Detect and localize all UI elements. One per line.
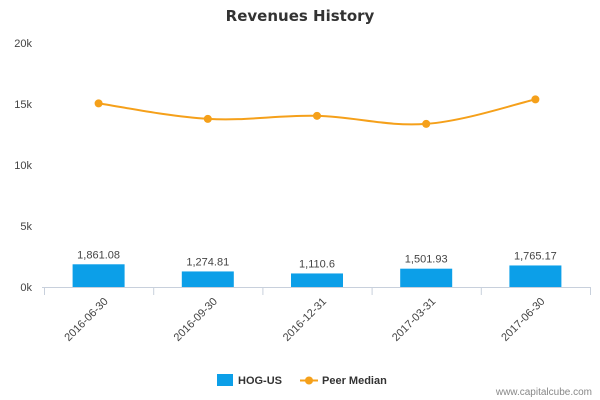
legend-label-hog-us: HOG-US	[238, 375, 282, 387]
y-axis-ticks: 0k 5k 10k 15k 20k	[14, 38, 32, 294]
y-tick-label: 5k	[20, 221, 32, 233]
x-tick-label: 2016-12-31	[281, 296, 329, 344]
line-series-peer-median	[94, 95, 540, 128]
bar-data-label: 1,501.93	[405, 254, 448, 266]
bar-data-labels: 1,861.08 1,274.81 1,110.6 1,501.93 1,765.17	[77, 249, 557, 270]
x-tick-label: 2017-03-31	[390, 296, 438, 344]
chart-title: Revenues History	[226, 7, 375, 25]
bar	[400, 268, 453, 287]
bar	[509, 265, 562, 287]
y-tick-label: 15k	[14, 99, 32, 111]
peer-median-point	[313, 111, 321, 120]
x-tick-label: 2017-06-30	[499, 296, 547, 344]
bar	[291, 273, 343, 287]
peer-median-point	[422, 119, 431, 128]
bar	[181, 271, 234, 287]
bar	[72, 264, 125, 287]
bar-data-label: 1,110.6	[299, 258, 335, 270]
bar-data-label: 1,861.08	[77, 249, 120, 261]
credit-text: www.capitalcube.com	[495, 387, 592, 398]
x-tick-label: 2016-09-30	[172, 296, 220, 344]
bar-data-label: 1,274.81	[186, 256, 229, 268]
legend-swatch-hog-us	[217, 374, 233, 386]
legend-label-peer-median: Peer Median	[322, 375, 387, 387]
x-tick-label: 2016-06-30	[62, 296, 110, 344]
peer-median-point	[531, 95, 540, 104]
peer-median-point	[203, 114, 212, 123]
peer-median-point	[94, 99, 103, 108]
legend-swatch-point-peer-median	[305, 376, 313, 385]
bar-data-label: 1,765.17	[514, 250, 557, 262]
y-tick-label: 20k	[14, 38, 32, 50]
y-tick-label: 10k	[14, 160, 32, 172]
bar-series-hog-us	[72, 264, 562, 287]
legend: HOG-US Peer Median	[217, 374, 387, 387]
y-tick-label: 0k	[20, 282, 32, 294]
x-axis: 2016-06-30 2016-09-30 2016-12-31 2017-03-31…	[42, 287, 591, 344]
